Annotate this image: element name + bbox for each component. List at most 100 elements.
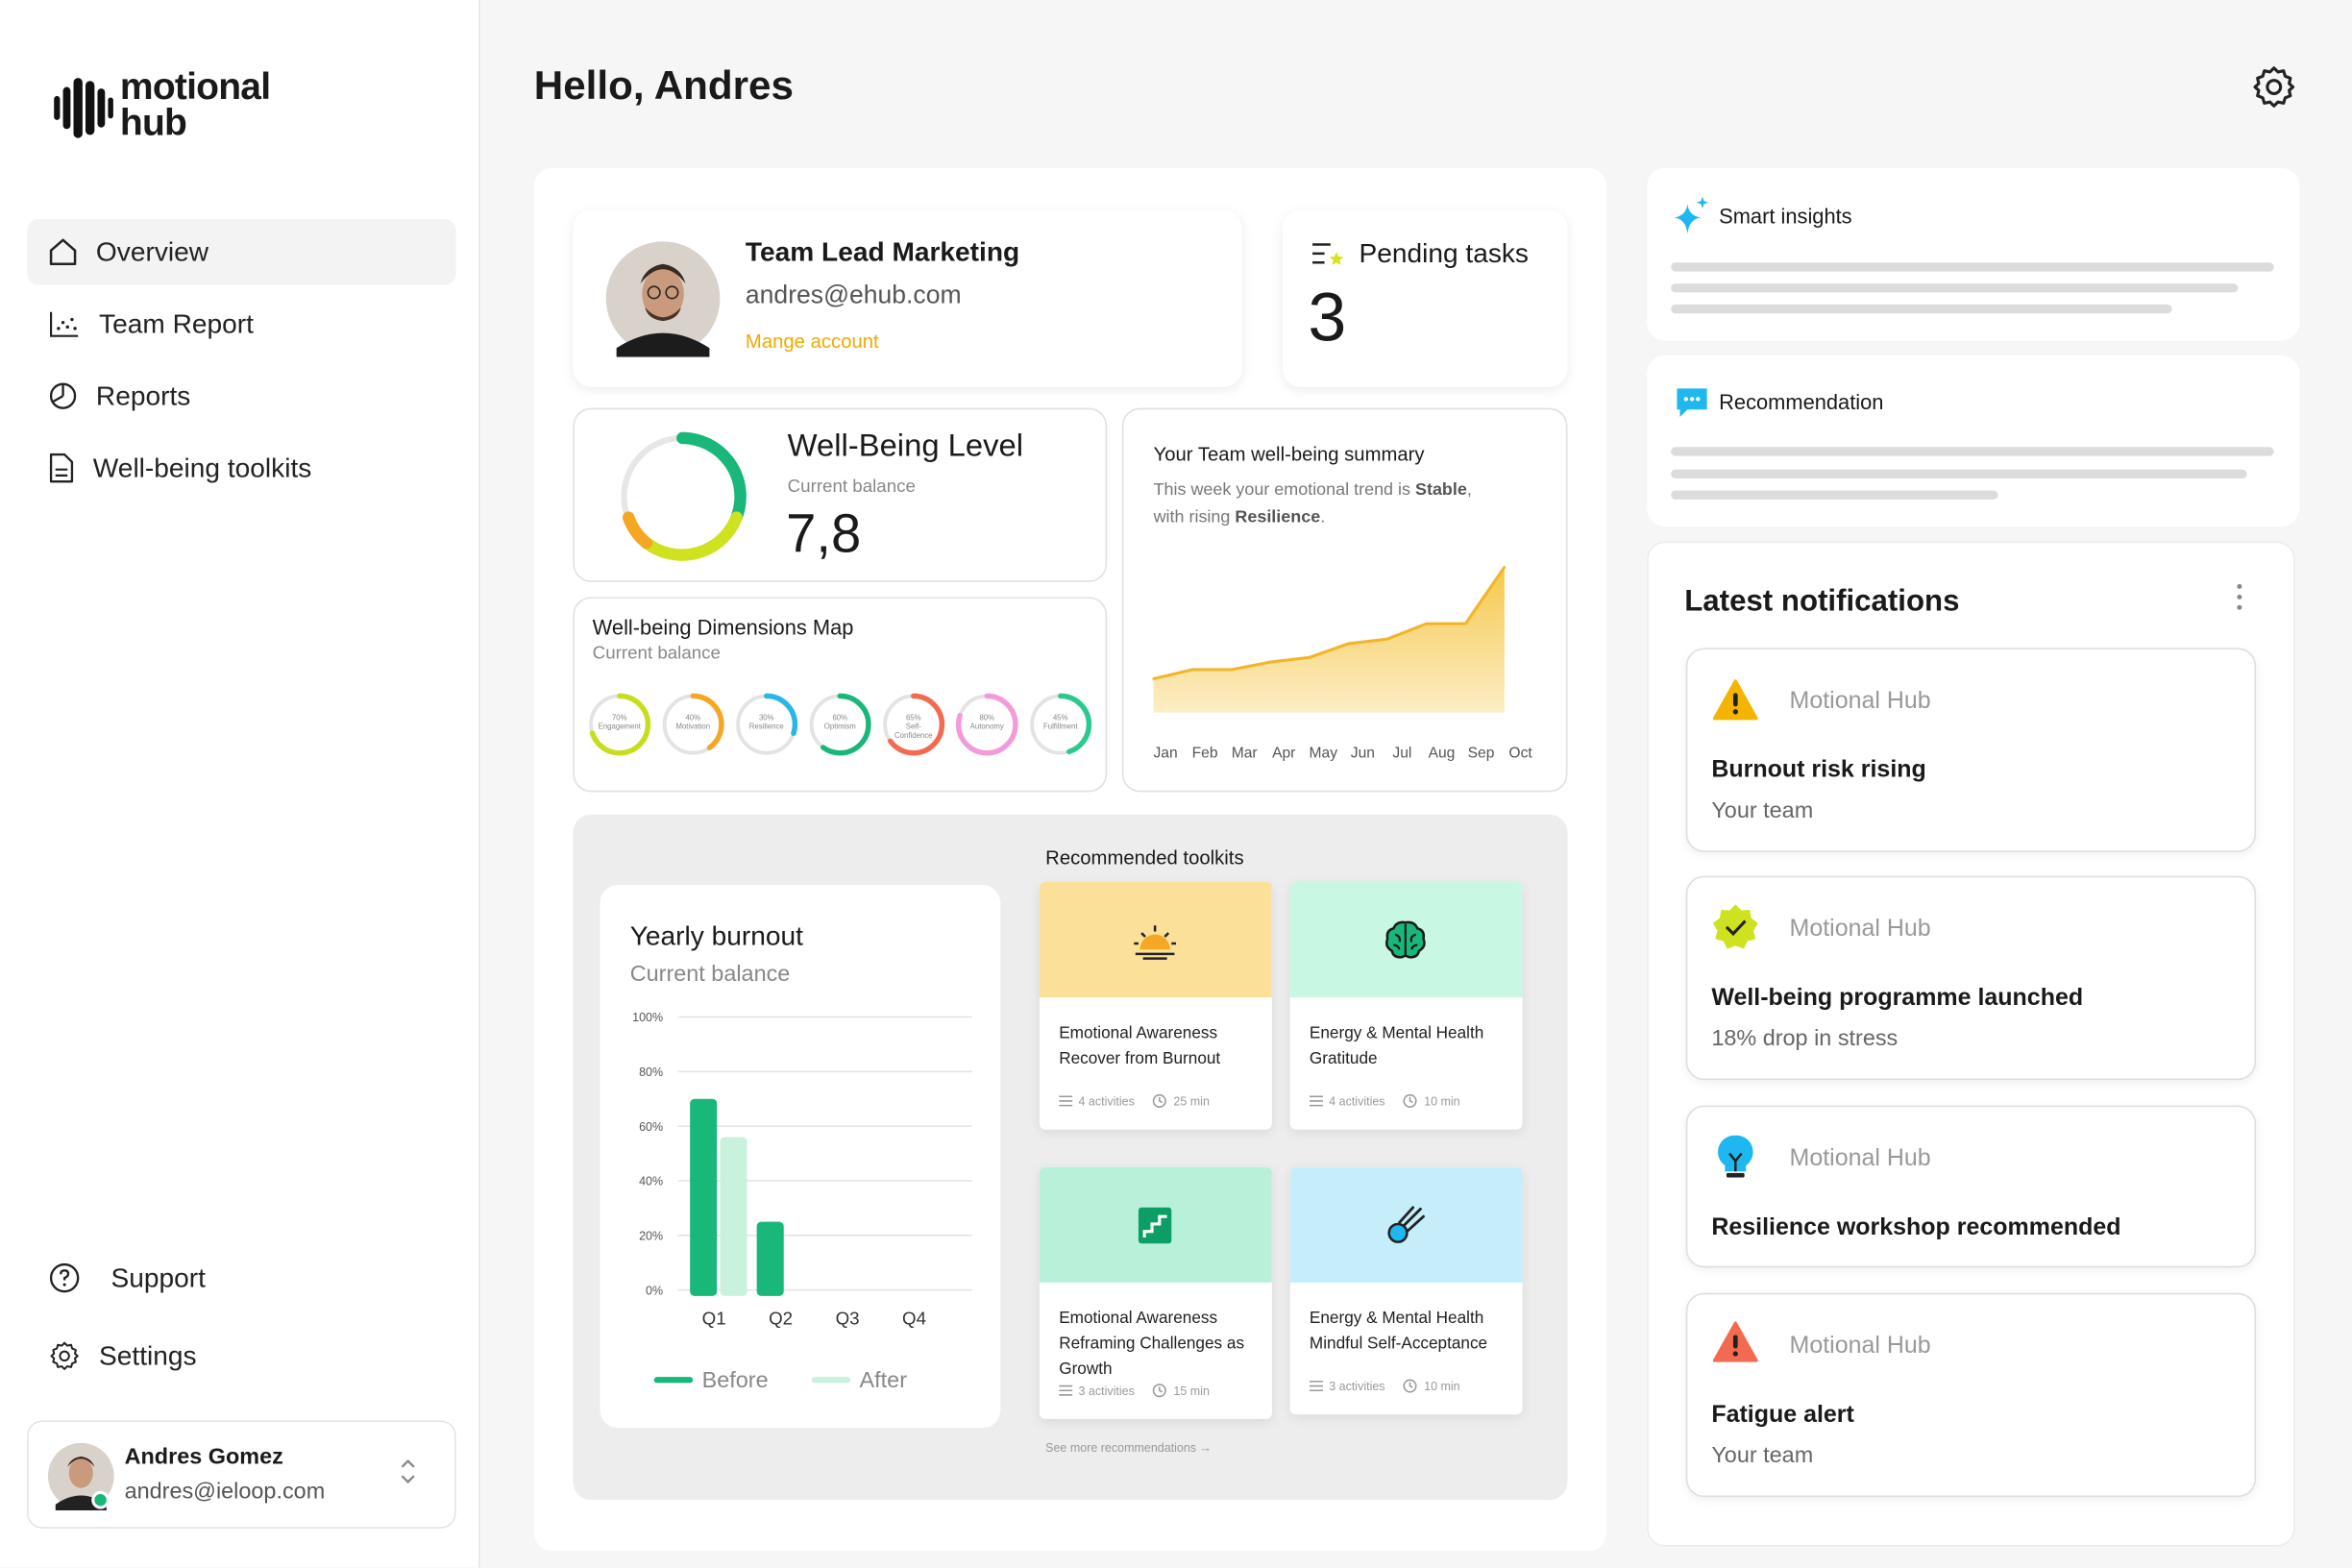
dimension-ring-arc [735,693,798,756]
toolkit-name: Gratitude [1309,1049,1378,1068]
toolkit-text: Energy & Mental Health Mindful Self-Accep… [1310,1307,1512,1358]
toolkit-time: 25 min [1173,1093,1210,1108]
dimension-ring [955,693,1018,756]
dimension-label: 65% Self-Confidence [888,714,939,741]
toolkit-card[interactable]: Emotional Awareness Recover from Burnout 4… [1039,881,1272,1130]
pending-tasks-card[interactable]: Pending tasks 3 [1282,209,1568,387]
dimension-ring-arc [808,693,871,756]
toolkit-card[interactable]: Energy & Mental Health Gratitude 4 activit… [1289,881,1523,1130]
see-more-link[interactable]: See more recommendations → [1045,1441,1213,1456]
toolkit-category: Energy & Mental Health [1309,1309,1484,1328]
y-tick-label: 100% [632,1011,663,1024]
x-tick-label: Q1 [702,1309,726,1329]
nav-toolkits[interactable]: Well-being toolkits [27,435,456,502]
dimension-pct: 70% [611,714,627,723]
month-tick-label: Feb [1192,745,1218,761]
dimension-pct: 40% [685,714,701,723]
toolkit-banner [1039,1166,1272,1283]
month-tick-label: Sep [1468,745,1495,761]
toolkit-text: Emotional Awareness Reframing Challenges … [1059,1307,1262,1384]
toolkit-meta: 3 activities 15 min [1059,1383,1210,1398]
recommendation-card: Recommendation [1647,355,2300,527]
recommendation-title: Recommendation [1719,389,1884,414]
notification-item[interactable]: Motional Hub Resilience workshop recomme… [1685,1105,2257,1268]
dimension-pct: 65% [905,714,921,723]
profile-avatar [605,241,721,357]
skeleton-line [1671,447,2274,456]
page-title: Hello, Andres [533,62,794,109]
legend-label: Before [702,1367,769,1392]
home-icon [49,238,77,266]
toolkit-card[interactable]: Energy & Mental Health Mindful Self-Accep… [1289,1166,1523,1415]
toolkit-name: Reframing Challenges as Growth [1059,1335,1245,1379]
user-email: andres@ieloop.com [124,1479,326,1505]
nav-overview[interactable]: Overview [27,218,456,285]
alert-triangle-icon [1712,1321,1758,1362]
month-tick-label: Mar [1232,745,1258,761]
brand-logo-icon [54,78,113,138]
manage-account-link[interactable]: Mange account [745,330,879,353]
dimension-ring [588,693,651,756]
y-tick-label: 60% [639,1120,663,1134]
notifications-title: Latest notifications [1684,584,1960,619]
nav-toolkits-label: Well-being toolkits [92,452,312,482]
wellbeing-level-card: Well-Being Level Current balance 7,8 [573,407,1108,582]
dimension-label: 30% Resilience [741,714,792,732]
notification-item[interactable]: Motional Hub Burnout risk rising Your te… [1685,648,2257,852]
lightbulb-icon [1718,1135,1753,1178]
dimensions-map-card: Well-being Dimensions Map Current balanc… [573,597,1108,793]
user-account-switcher[interactable]: Andres Gomez andres@ieloop.com [27,1420,456,1529]
dimension-name: Engagement [598,723,641,732]
wellbeing-donut [621,431,747,561]
dimension-ring-arc [882,693,945,756]
document-icon [49,453,74,483]
comet-icon [1387,1206,1425,1243]
toolkit-banner [1039,881,1272,998]
summary-text: This week your emotional trend is Stable… [1154,477,1544,530]
dimension-ring-arc [955,693,1018,756]
toolkit-meta: 4 activities 10 min [1309,1093,1460,1109]
dimension-ring [882,693,945,756]
nav-reports[interactable]: Reports [27,363,456,429]
dimension-label: 40% Motivation [668,714,719,732]
notification-subtitle: 18% drop in stress [1711,1025,1899,1052]
trend-point [1190,668,1194,672]
clock-icon [1404,1379,1418,1393]
x-tick-label: Q3 [836,1309,860,1329]
notification-subtitle: Your team [1711,797,1814,824]
profile-role: Team Lead Marketing [745,236,1020,267]
toolkit-card[interactable]: Emotional Awareness Reframing Challenges … [1039,1166,1272,1419]
skeleton-line [1671,283,2239,293]
notification-item[interactable]: Motional Hub Fatigue alert Your team [1685,1292,2257,1498]
y-tick-label: 80% [639,1066,663,1079]
nav-support[interactable]: Support [27,1245,456,1311]
list-icon [1309,1381,1323,1392]
yearly-burnout-card: Yearly burnout Current balance 100% 80% 60… [600,885,1001,1429]
y-tick-label: 20% [639,1229,663,1242]
notification-source: Motional Hub [1789,688,1931,715]
trend-point [1308,655,1311,659]
x-tick-label: Q4 [902,1309,926,1329]
legend-label: After [860,1367,908,1392]
toolkit-meta: 4 activities 25 min [1059,1093,1210,1109]
pending-tasks-count: 3 [1308,277,1347,356]
nav-team-report[interactable]: Team Report [27,291,456,357]
x-tick-label: Q2 [769,1309,793,1329]
team-summary-card: Your Team well-being summary This week y… [1121,407,1568,793]
bar-before [756,1221,784,1296]
summary-title: Your Team well-being summary [1153,442,1425,465]
nav-settings[interactable]: Settings [27,1323,456,1389]
toolkit-name: Recover from Burnout [1059,1049,1221,1068]
smart-insights-title: Smart insights [1719,204,1852,229]
skeleton-line [1671,262,2274,272]
smart-insights-card: Smart insights [1647,167,2300,341]
more-vertical-icon[interactable] [2234,582,2245,612]
notification-item[interactable]: Motional Hub Well-being programme launch… [1685,875,2257,1081]
dimension-name: Motivation [675,723,711,732]
toolkit-activities: 4 activities [1078,1093,1135,1108]
brand-line2: hub [119,102,187,144]
wellbeing-value: 7,8 [786,502,862,565]
settings-gear-icon[interactable] [2250,63,2298,111]
gear-icon [50,1341,79,1370]
toolkit-activities: 3 activities [1078,1384,1135,1398]
